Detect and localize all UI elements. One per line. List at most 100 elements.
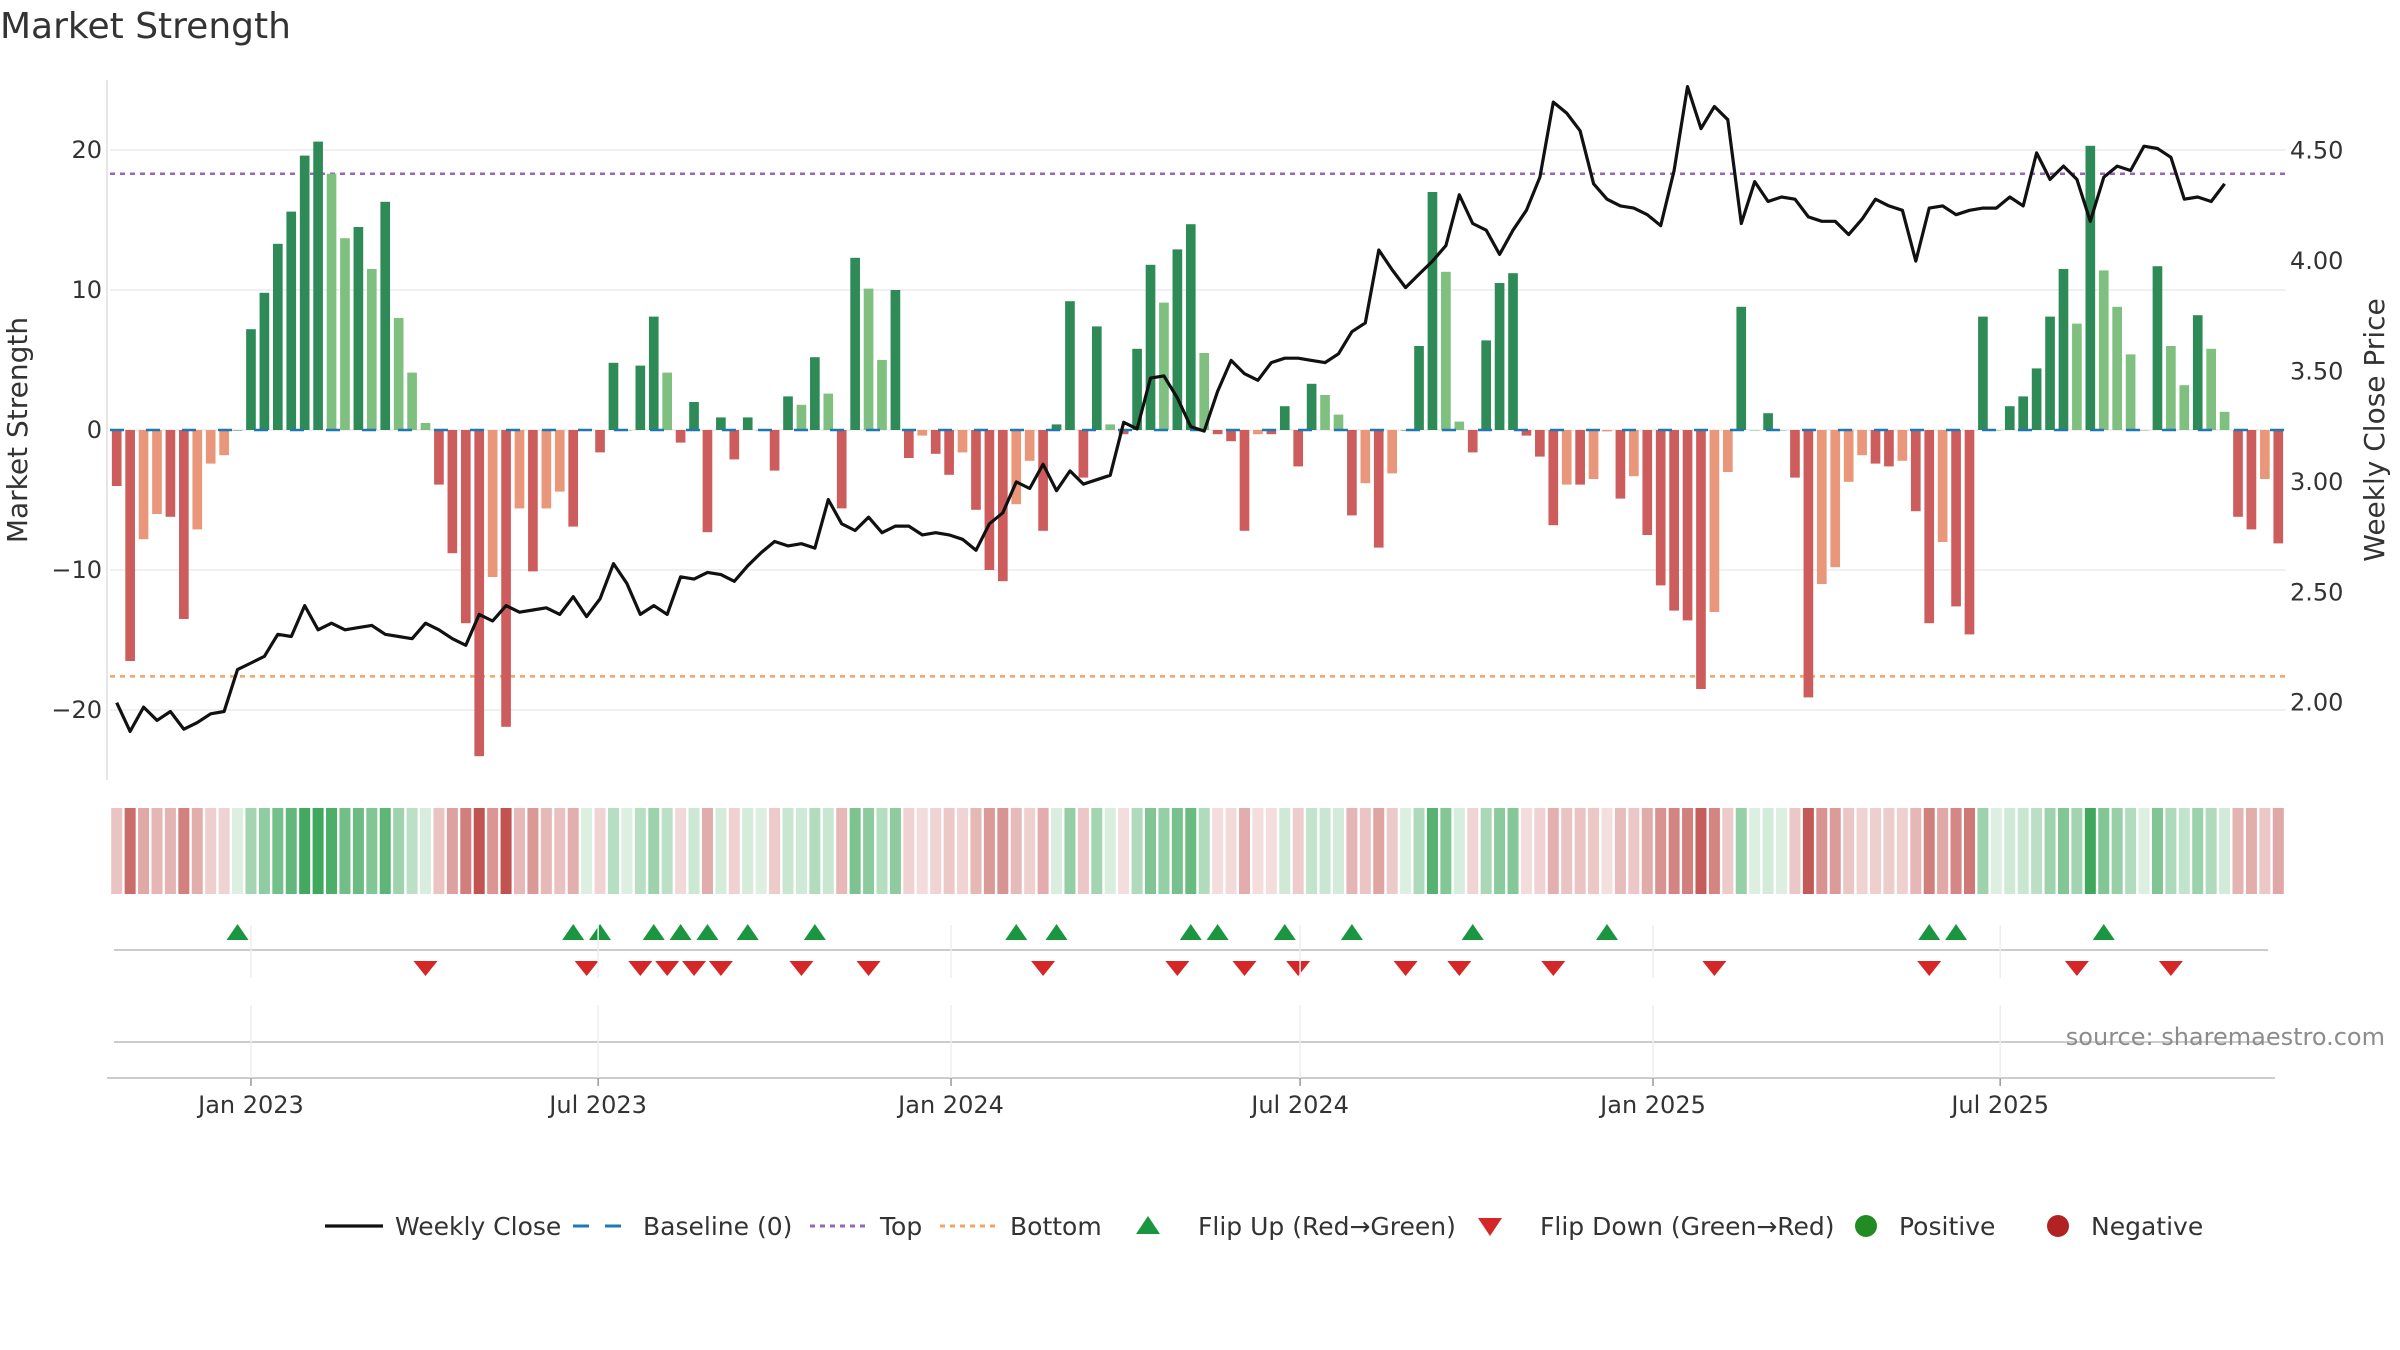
strength-bar [2219,411,2230,430]
strength-bar [1857,430,1867,456]
reference-lines [110,172,2285,678]
strength-bar [877,360,887,430]
strength-bar [434,430,444,485]
heatstrip-cell [621,808,633,894]
heatstrip-cell [1037,808,1049,894]
heatstrip-cell [1668,808,1680,894]
strength-bar [2152,266,2163,430]
heatstrip-cell [769,808,781,894]
strength-bar [1441,271,1451,430]
flip-up-marker [1595,924,1618,940]
strength-bar [716,417,726,430]
strength-bar [984,430,995,570]
heatstrip-cell [138,808,150,894]
strength-bar [1266,430,1277,435]
heatstrip-cell [433,808,445,894]
strength-bar [1561,430,1572,485]
strength-bar [1078,430,1089,478]
heatstrip-cell [1077,808,1089,894]
strength-bar [2045,316,2055,430]
heatstrip-cell [352,808,364,894]
heatstrip-cell [795,808,807,894]
heatstrip-cell [688,808,700,894]
heatstrip-cell [1574,808,1586,894]
heatstrip-cell [2138,808,2150,894]
strength-bar [1253,430,1263,435]
heatstrip-cell [957,808,969,894]
heatstrip-cell [943,808,955,894]
flip-up-marker [1045,924,1068,940]
strength-bar [219,430,229,456]
heatstrip-cell [2259,808,2271,894]
heatstrip-cell [849,808,861,894]
left-axis-title: Market Strength [1,317,34,543]
strength-bar [259,292,270,430]
strength-bar [420,423,431,430]
legend-item: Baseline (0) [573,1212,792,1241]
flip-up-marker [1273,924,1296,940]
flip-up-marker [1206,924,1229,940]
heatstrip-cell [1453,808,1465,894]
heatstrip-cell [2017,808,2029,894]
strength-bar [1830,430,1841,568]
heatstrip-cell [1520,808,1532,894]
heatstrip-cell [1010,808,1022,894]
heatstrip-cell [742,808,754,894]
heatstrip-cell [2084,808,2096,894]
heatstrip-cell [379,808,391,894]
heatstrip-cell [1507,808,1519,894]
strength-bar [957,430,968,453]
strength-bar [1575,430,1585,485]
strength-bar [1763,413,1773,430]
strength-bar [1978,316,1988,430]
strength-bar [662,372,673,430]
right-tick-label: 4.50 [2290,137,2343,165]
flip-up-marker [2092,924,2115,940]
x-tick-label: Jan 2024 [896,1091,1004,1119]
strength-bar [380,201,391,430]
heatstrip-cell [1306,808,1318,894]
strength-bar [890,290,901,430]
heatstrip-cell [1843,808,1855,894]
heatstrip-cell [648,808,660,894]
heatstrip-cell [1279,808,1291,894]
heatstrip-cell [1359,808,1371,894]
strength-bar [299,155,310,430]
heatstrip-cell [1950,808,1962,894]
heatstrip-cell [701,808,713,894]
heatstrip-cell [500,808,512,894]
heatstrip-cell [1561,808,1573,894]
strength-bar [1776,430,1787,431]
strength-bar [460,430,471,624]
strength-bar [1816,430,1827,584]
heatstrip-cell [2232,808,2244,894]
strength-bar [272,243,283,430]
heatstrip-cell [581,808,593,894]
heatstrip-cell [1104,808,1116,894]
legend-item: Flip Down (Green→Red) [1478,1212,1835,1241]
heatstrip-cell [822,808,834,894]
strength-bar [1535,430,1545,457]
heatstrip-cell [1064,808,1076,894]
strength-bar [1172,249,1183,430]
heatstrip-cell [997,808,1009,894]
flip-up-marker [736,924,759,940]
heatstrip-cell [1695,808,1707,894]
heatstrip-cell [1198,808,1210,894]
strength-bar [326,173,337,431]
strength-bar [2233,430,2243,517]
flip-up-marker [803,924,826,940]
strength-bar [1414,346,1424,430]
heatstrip-cell [1870,808,1882,894]
right-tick-label: 2.00 [2290,689,2343,717]
flip-down-marker [1541,961,1566,976]
heatstrip-cell [889,808,901,894]
left-tick-label: 20 [71,136,102,164]
heatstrip-cell [1386,808,1398,894]
heatstrip-cell [1829,808,1841,894]
strength-bar [165,430,176,517]
heatstrip-cell [1776,808,1788,894]
heatstrip-cell [661,808,673,894]
strength-bar [1333,414,1344,430]
heatstrip-cell [1641,808,1653,894]
